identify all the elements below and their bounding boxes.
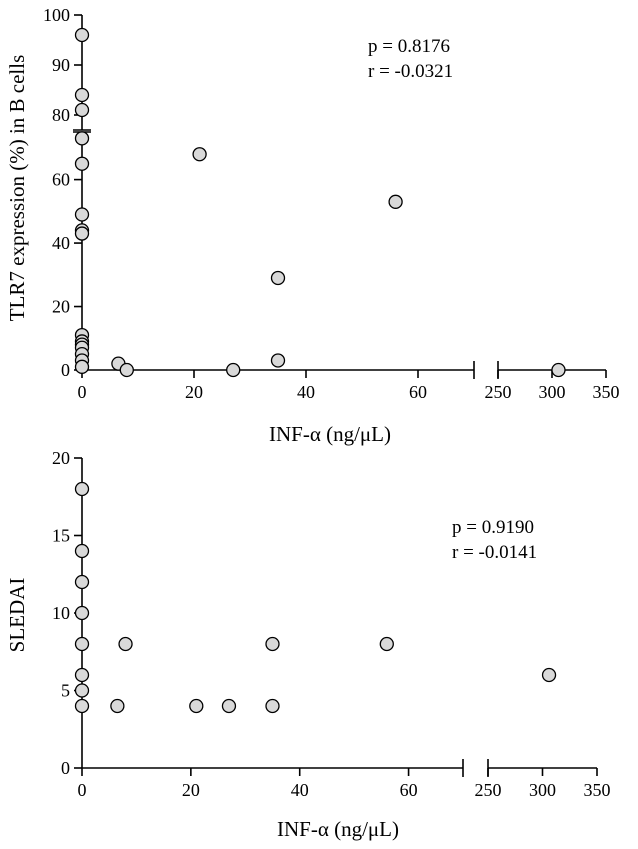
data-point — [74, 667, 90, 683]
data-point — [74, 131, 90, 146]
data-point — [221, 698, 237, 714]
data-point — [74, 87, 90, 103]
data-points — [74, 27, 566, 378]
x-tick-label: 350 — [593, 382, 620, 402]
data-point — [226, 362, 241, 378]
data-point — [74, 481, 90, 497]
y-tick-label: 20 — [52, 448, 70, 468]
y-axis-title: TLR7 expression (%) in B cells — [5, 55, 29, 322]
data-point — [189, 698, 204, 714]
x-tick-label: 40 — [291, 780, 309, 800]
x-tick-label: 40 — [297, 382, 315, 402]
y-tick-label: 10 — [52, 603, 70, 623]
data-point — [379, 636, 394, 652]
x-tick-label: 20 — [185, 382, 203, 402]
data-point — [74, 683, 90, 698]
data-point — [265, 636, 280, 652]
sledai-scatter-panel: 0 20 40 60 250 300 350 0 5 10 15 20 SLEDAI INF-α (n… — [5, 448, 611, 841]
data-point — [388, 194, 403, 209]
data-point — [74, 574, 90, 590]
data-point — [74, 102, 90, 118]
x-tick-label: 60 — [400, 780, 418, 800]
axes: 0 20 40 60 250 300 350 0 5 10 15 20 — [52, 448, 611, 800]
x-tick-label: 250 — [485, 382, 512, 402]
data-point — [74, 636, 90, 652]
y-tick-label: 60 — [52, 170, 70, 190]
data-point — [551, 362, 566, 378]
y-tick-label: 80 — [52, 105, 70, 125]
y-tick-label: 20 — [52, 297, 70, 317]
x-axis-title: INF-α (ng/μL) — [269, 422, 391, 446]
data-point — [541, 667, 557, 683]
x-tick-label: 250 — [475, 780, 502, 800]
x-tick-label: 300 — [529, 780, 556, 800]
data-point — [270, 353, 286, 368]
x-tick-label: 350 — [584, 780, 611, 800]
data-point — [74, 605, 90, 621]
data-point — [74, 543, 90, 559]
y-axis-title: SLEDAI — [5, 578, 29, 653]
data-point — [119, 362, 134, 378]
x-tick-label: 0 — [78, 382, 87, 402]
data-point — [110, 698, 125, 714]
data-point — [74, 226, 90, 241]
data-point — [74, 359, 90, 374]
data-point — [118, 636, 133, 652]
data-point — [74, 27, 90, 43]
data-point — [270, 270, 286, 286]
x-tick-label: 60 — [409, 382, 427, 402]
tlr7-scatter-panel: 0 20 40 60 250 300 350 0 20 40 60 80 90 100 TLR7 expr… — [5, 5, 620, 446]
axes: 0 20 40 60 250 300 350 0 20 40 60 80 90 100 — [43, 5, 620, 402]
data-point — [74, 698, 90, 714]
r-value-annotation: r = -0.0141 — [452, 542, 537, 563]
p-value-annotation: p = 0.8176 — [368, 36, 450, 57]
y-tick-label: 5 — [61, 681, 70, 701]
data-point — [74, 207, 90, 222]
r-value-annotation: r = -0.0321 — [368, 61, 453, 82]
data-point — [265, 698, 280, 714]
data-point — [192, 147, 207, 162]
p-value-annotation: p = 0.9190 — [452, 517, 534, 538]
x-tick-label: 20 — [182, 780, 200, 800]
data-point — [74, 156, 90, 171]
data-points — [74, 481, 557, 714]
x-axis-title: INF-α (ng/μL) — [277, 817, 399, 841]
y-tick-label: 40 — [52, 233, 70, 253]
x-tick-label: 300 — [539, 382, 566, 402]
y-tick-label: 100 — [43, 5, 70, 25]
y-tick-label: 15 — [52, 526, 70, 546]
y-tick-label: 0 — [61, 360, 70, 380]
y-tick-label: 0 — [61, 758, 70, 778]
y-tick-label: 90 — [52, 55, 70, 75]
x-tick-label: 0 — [78, 780, 87, 800]
